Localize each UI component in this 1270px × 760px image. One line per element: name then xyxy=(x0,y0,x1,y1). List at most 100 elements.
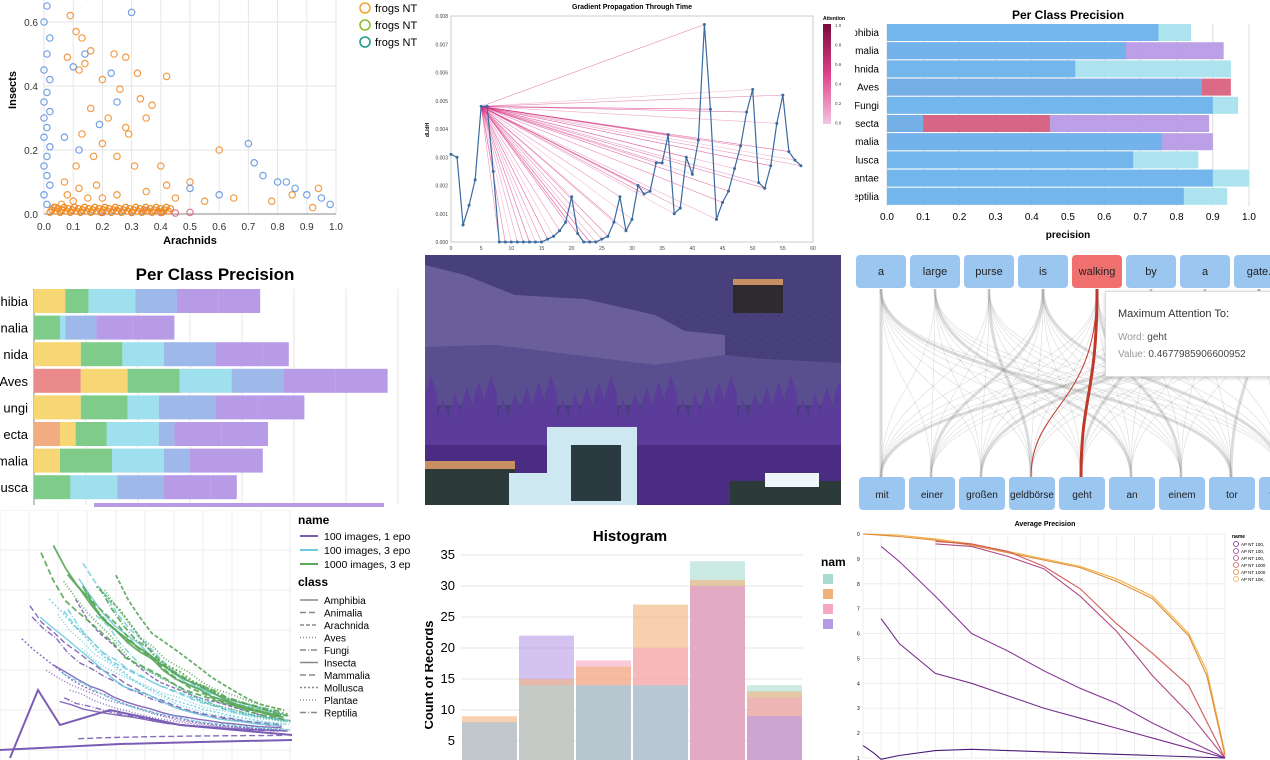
gradient-point xyxy=(582,240,586,244)
colorbar-tick: 0.2 xyxy=(835,101,842,106)
series-line xyxy=(21,638,286,732)
sky-dither xyxy=(793,351,795,353)
x-tick-label: 0.7 xyxy=(241,222,255,233)
distant-hills xyxy=(425,345,841,405)
gradient-point xyxy=(509,240,513,244)
y-tick-label: 5 xyxy=(857,656,860,662)
stack-segment xyxy=(60,315,66,340)
gradient-point xyxy=(690,172,694,176)
scatter-point xyxy=(91,203,99,211)
gradient-point xyxy=(714,217,718,221)
scatter-point xyxy=(267,197,276,206)
stack-segment xyxy=(96,315,133,340)
scatter-point xyxy=(215,191,224,199)
scatter-point xyxy=(215,146,224,154)
attention-link xyxy=(880,288,1098,478)
sky-dither xyxy=(697,327,699,329)
y-tick-label: 0.001 xyxy=(435,212,448,218)
stack-segment xyxy=(135,289,177,313)
sky-dither xyxy=(777,327,779,329)
attention-link xyxy=(980,288,1098,478)
attention-link xyxy=(480,106,591,243)
stack-segment xyxy=(127,368,180,393)
sky-dither xyxy=(745,315,747,317)
multi-line-panel: name 100 images, 1 epo 100 images, 3 epo 10… xyxy=(0,510,425,760)
colorbar xyxy=(823,24,831,124)
sky-dither xyxy=(793,315,795,317)
scatter-point xyxy=(152,203,160,211)
legend-label: AP NT 100, xyxy=(1241,549,1264,554)
chart-title: Average Precision xyxy=(1015,521,1076,528)
sky-dither xyxy=(745,351,747,353)
x-tick-label: 0.3 xyxy=(125,222,139,233)
scatter-point xyxy=(162,72,171,81)
game-panel xyxy=(425,255,841,505)
sky-dither xyxy=(757,345,759,347)
scatter-point xyxy=(142,203,150,211)
attention-link xyxy=(480,106,633,220)
scatter-point xyxy=(66,11,75,20)
scatter-point xyxy=(89,152,98,161)
gradient-point xyxy=(467,203,471,207)
scatter-point xyxy=(98,139,107,148)
histogram-bar xyxy=(462,722,517,760)
attention-link xyxy=(879,288,1233,478)
target-token-label: einer xyxy=(921,490,944,501)
legend-swatch xyxy=(1233,576,1239,582)
scatter-point xyxy=(80,203,89,211)
y-tick-label: 0.005 xyxy=(435,99,448,105)
stack-segment xyxy=(262,342,289,367)
target-token-label: einem xyxy=(1168,490,1195,501)
scatter-point xyxy=(84,194,92,202)
x-tick-label: 55 xyxy=(780,246,786,252)
sky-dither xyxy=(777,351,779,353)
sky-dither xyxy=(777,339,779,341)
attention-link xyxy=(880,288,1082,478)
tooltip-word-label: Word: xyxy=(1118,332,1145,343)
x-tick-label: 0.5 xyxy=(183,222,197,233)
attention-link xyxy=(1030,288,1044,478)
legend-label: AP NT 10K, xyxy=(1241,577,1265,582)
histogram-chart: Histogram 5 10 15 20 25 30 35 Count of Records na… xyxy=(425,528,846,760)
legend-swatch xyxy=(1233,548,1239,554)
attention-link xyxy=(934,288,1182,478)
source-token-label: by xyxy=(1145,266,1157,278)
source-token xyxy=(910,255,960,288)
gradient-point xyxy=(618,195,622,199)
legend-title: name xyxy=(1232,534,1245,540)
series-line xyxy=(31,616,285,727)
gradient-point xyxy=(540,240,543,244)
scatter-point xyxy=(43,88,51,97)
scatter-point xyxy=(43,50,51,58)
attention-link xyxy=(480,106,597,243)
x-tick-label: 0.3 xyxy=(989,212,1003,223)
precision-mid-chart: Per Class Precision phibia nalia nida Aves un… xyxy=(0,265,399,507)
scatter-point xyxy=(171,194,180,202)
scatter-point xyxy=(78,130,86,138)
stack-segment xyxy=(283,368,336,393)
scatter-point xyxy=(133,69,142,78)
stack-segment xyxy=(216,395,258,420)
y-tick-label: 0.007 xyxy=(435,42,448,48)
scatter-point xyxy=(63,191,72,199)
source-token xyxy=(856,255,906,288)
tooltip-word-value: geht xyxy=(1147,332,1167,343)
legend-label: AP NT 1000 xyxy=(1241,563,1266,568)
gradient-point xyxy=(696,138,700,142)
scatter-point xyxy=(171,209,180,217)
scatter-point xyxy=(40,18,48,26)
sky-dither xyxy=(741,345,743,347)
gradient-point xyxy=(564,220,568,224)
gradient-point xyxy=(558,229,562,233)
gradient-point xyxy=(594,240,598,244)
scatter-point xyxy=(75,146,83,154)
attention-link xyxy=(1042,288,1232,478)
stack-segment xyxy=(88,289,136,313)
attention-link xyxy=(481,24,705,107)
x-tick-label: 0.1 xyxy=(916,212,930,223)
tooltip-value-row: Value: 0.4677985906600952 xyxy=(1118,349,1270,360)
scatter-point xyxy=(72,27,80,36)
attention-link xyxy=(930,288,936,478)
stack-segment xyxy=(34,368,81,393)
gradient-point xyxy=(642,192,646,196)
